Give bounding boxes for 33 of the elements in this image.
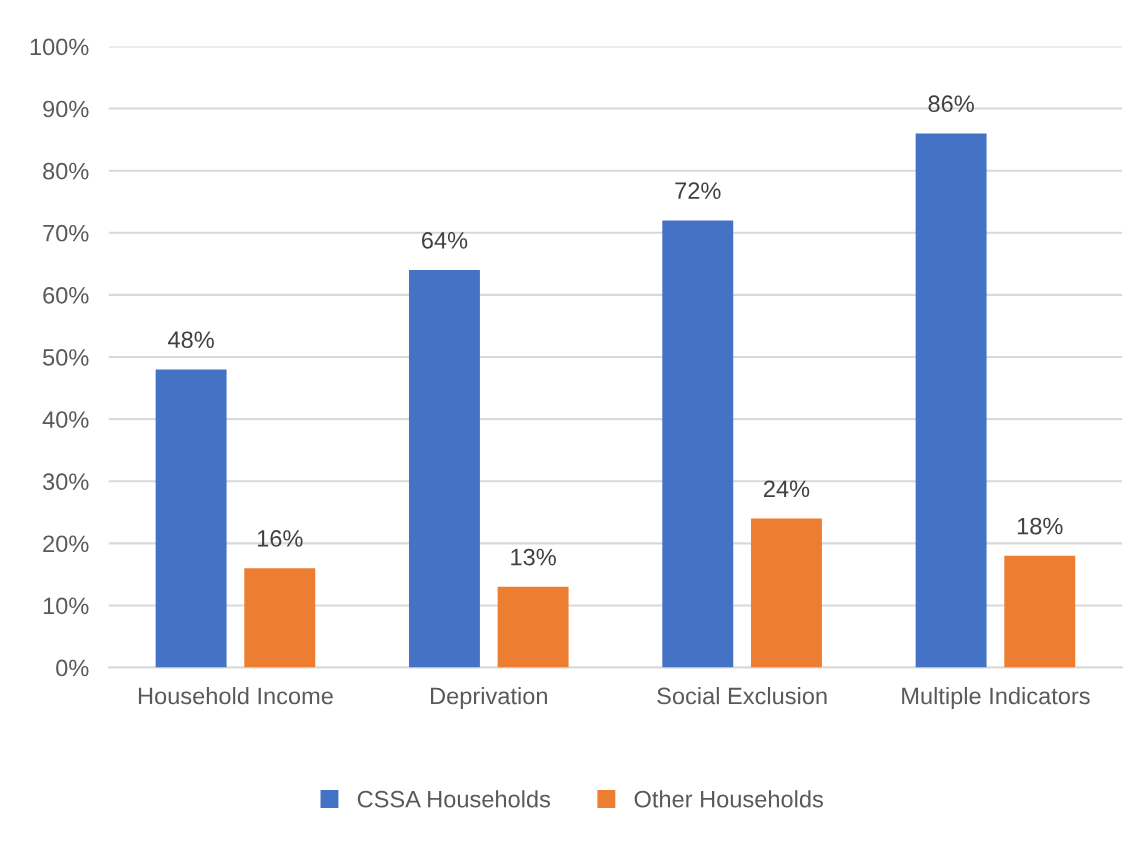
bar bbox=[662, 220, 734, 668]
y-tick-label: 50% bbox=[43, 349, 89, 366]
bar bbox=[497, 586, 569, 668]
data-label: 24% bbox=[764, 480, 810, 498]
bar bbox=[408, 270, 480, 668]
y-tick-label: 0% bbox=[56, 659, 89, 677]
y-tick-label: 30% bbox=[42, 473, 89, 491]
data-label: 18% bbox=[1017, 517, 1063, 535]
bar bbox=[244, 568, 316, 668]
legend-label: Other Households bbox=[634, 790, 823, 808]
y-tick-label: 10% bbox=[43, 597, 89, 615]
data-label: 48% bbox=[168, 331, 214, 349]
y-tick-label: 20% bbox=[43, 535, 89, 553]
y-tick-label: 70% bbox=[43, 224, 89, 242]
bar bbox=[155, 369, 227, 668]
data-label: 72% bbox=[675, 182, 721, 199]
x-tick-label: Household Income bbox=[138, 686, 333, 705]
data-label: 86% bbox=[928, 95, 974, 113]
y-tick-label: 90% bbox=[43, 100, 89, 118]
data-label: 16% bbox=[257, 530, 303, 547]
data-label: 13% bbox=[511, 548, 556, 566]
bar bbox=[1004, 555, 1076, 668]
x-tick-label: Social Exclusion bbox=[657, 686, 827, 705]
bar bbox=[750, 518, 822, 668]
legend-label: CSSA Households bbox=[357, 790, 551, 808]
x-tick-label: Multiple Indicators bbox=[902, 686, 1090, 709]
y-tick-label: 80% bbox=[43, 162, 89, 180]
y-tick-label: 60% bbox=[43, 286, 89, 304]
y-tick-label: 100% bbox=[30, 38, 89, 56]
data-label: 64% bbox=[422, 232, 468, 249]
bar bbox=[915, 133, 987, 668]
y-tick-label: 40% bbox=[42, 411, 89, 428]
x-tick-label: Deprivation bbox=[431, 686, 547, 709]
